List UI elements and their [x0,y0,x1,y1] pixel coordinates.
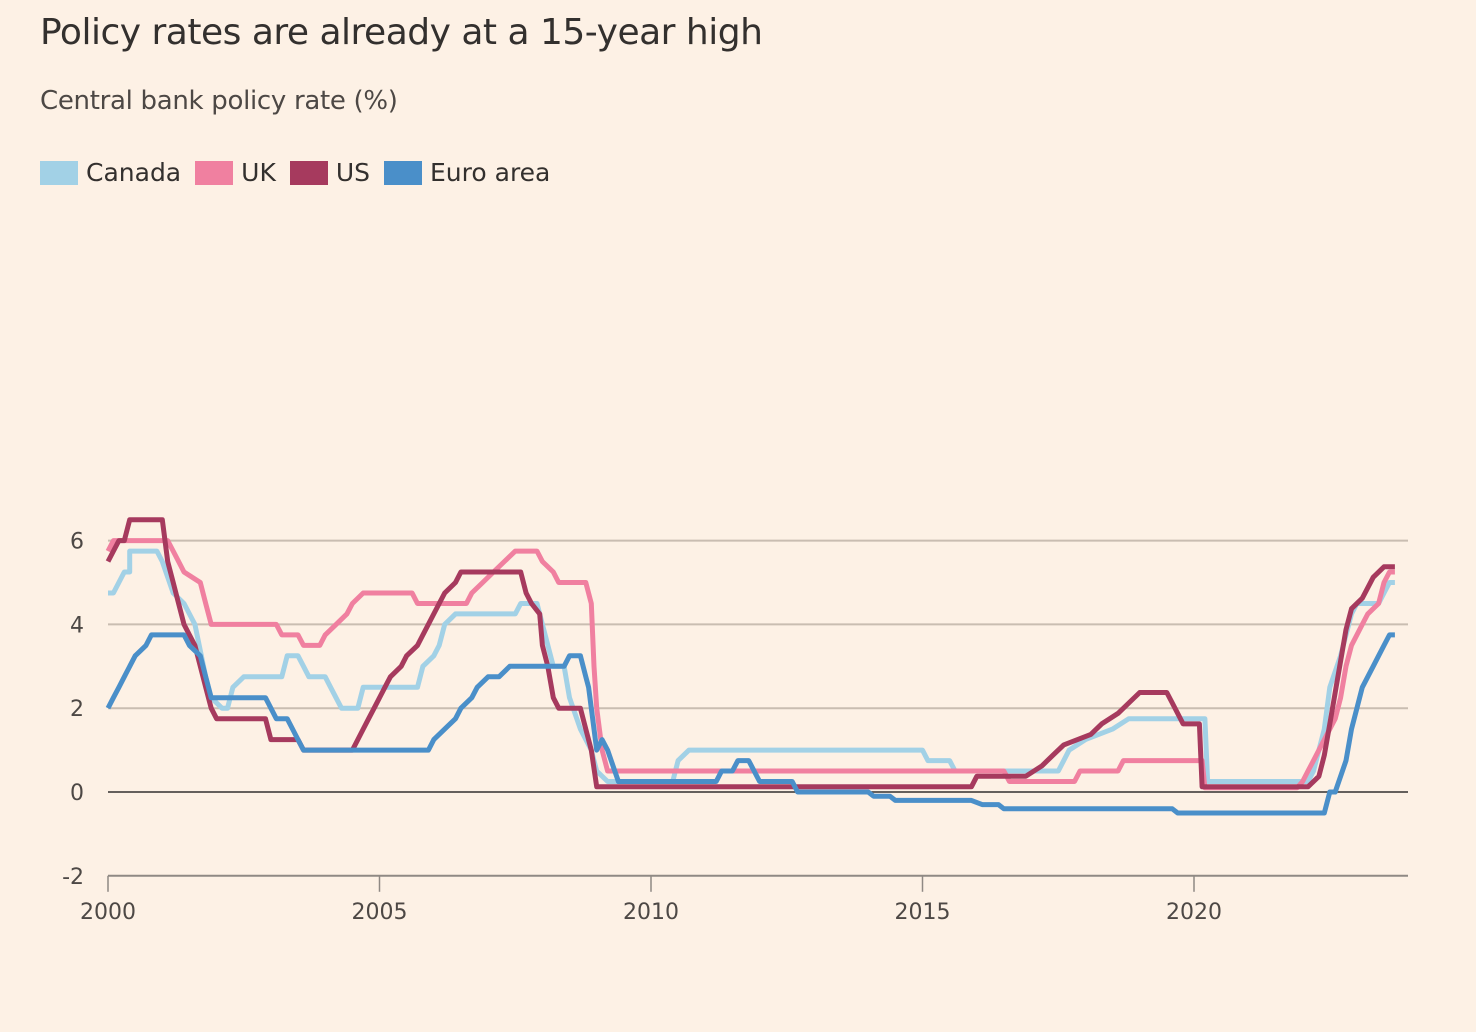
y-tick-label: 6 [70,530,84,555]
y-tick-label: -2 [62,865,84,890]
y-tick-label: 2 [70,697,84,722]
x-tick-label: 2015 [895,900,951,925]
legend-label-canada: Canada [86,158,182,187]
legend-item-canada: Canada [40,158,181,187]
series-line-euro-area [105,632,1395,816]
legend-label-us: US [335,158,371,187]
legend-item-euro-area: Euro area [384,158,550,187]
y-axis-ticks: -2 0 2 4 6 [62,530,84,890]
legend-label-uk: UK [241,158,276,187]
gridlines [108,539,1408,793]
x-tick-label: 2000 [80,900,136,925]
legend-swatch-uk [195,160,234,185]
x-axis: 2000 2005 2010 2015 2020 [80,874,1408,925]
legend-item-uk: UK [195,158,276,187]
series-line-us [105,517,1395,790]
y-tick-label: 0 [70,781,84,806]
series-line-uk [105,538,1395,791]
y-tick-label: 4 [70,613,84,638]
x-tick-label: 2005 [352,900,408,925]
legend: Canada UK US Euro area [40,158,564,187]
chart-title: Policy rates are already at a 15-year hi… [40,12,763,53]
legend-label-euro-area: Euro area [430,158,551,187]
legend-item-us: US [289,158,371,187]
legend-swatch-canada [40,160,78,185]
legend-swatch-us [289,160,328,185]
legend-swatch-euro-area [384,160,423,185]
x-tick-label: 2020 [1166,900,1222,925]
series-lines [105,517,1395,816]
chart-subtitle: Central bank policy rate (%) [40,86,398,116]
x-tick-label: 2010 [623,900,679,925]
